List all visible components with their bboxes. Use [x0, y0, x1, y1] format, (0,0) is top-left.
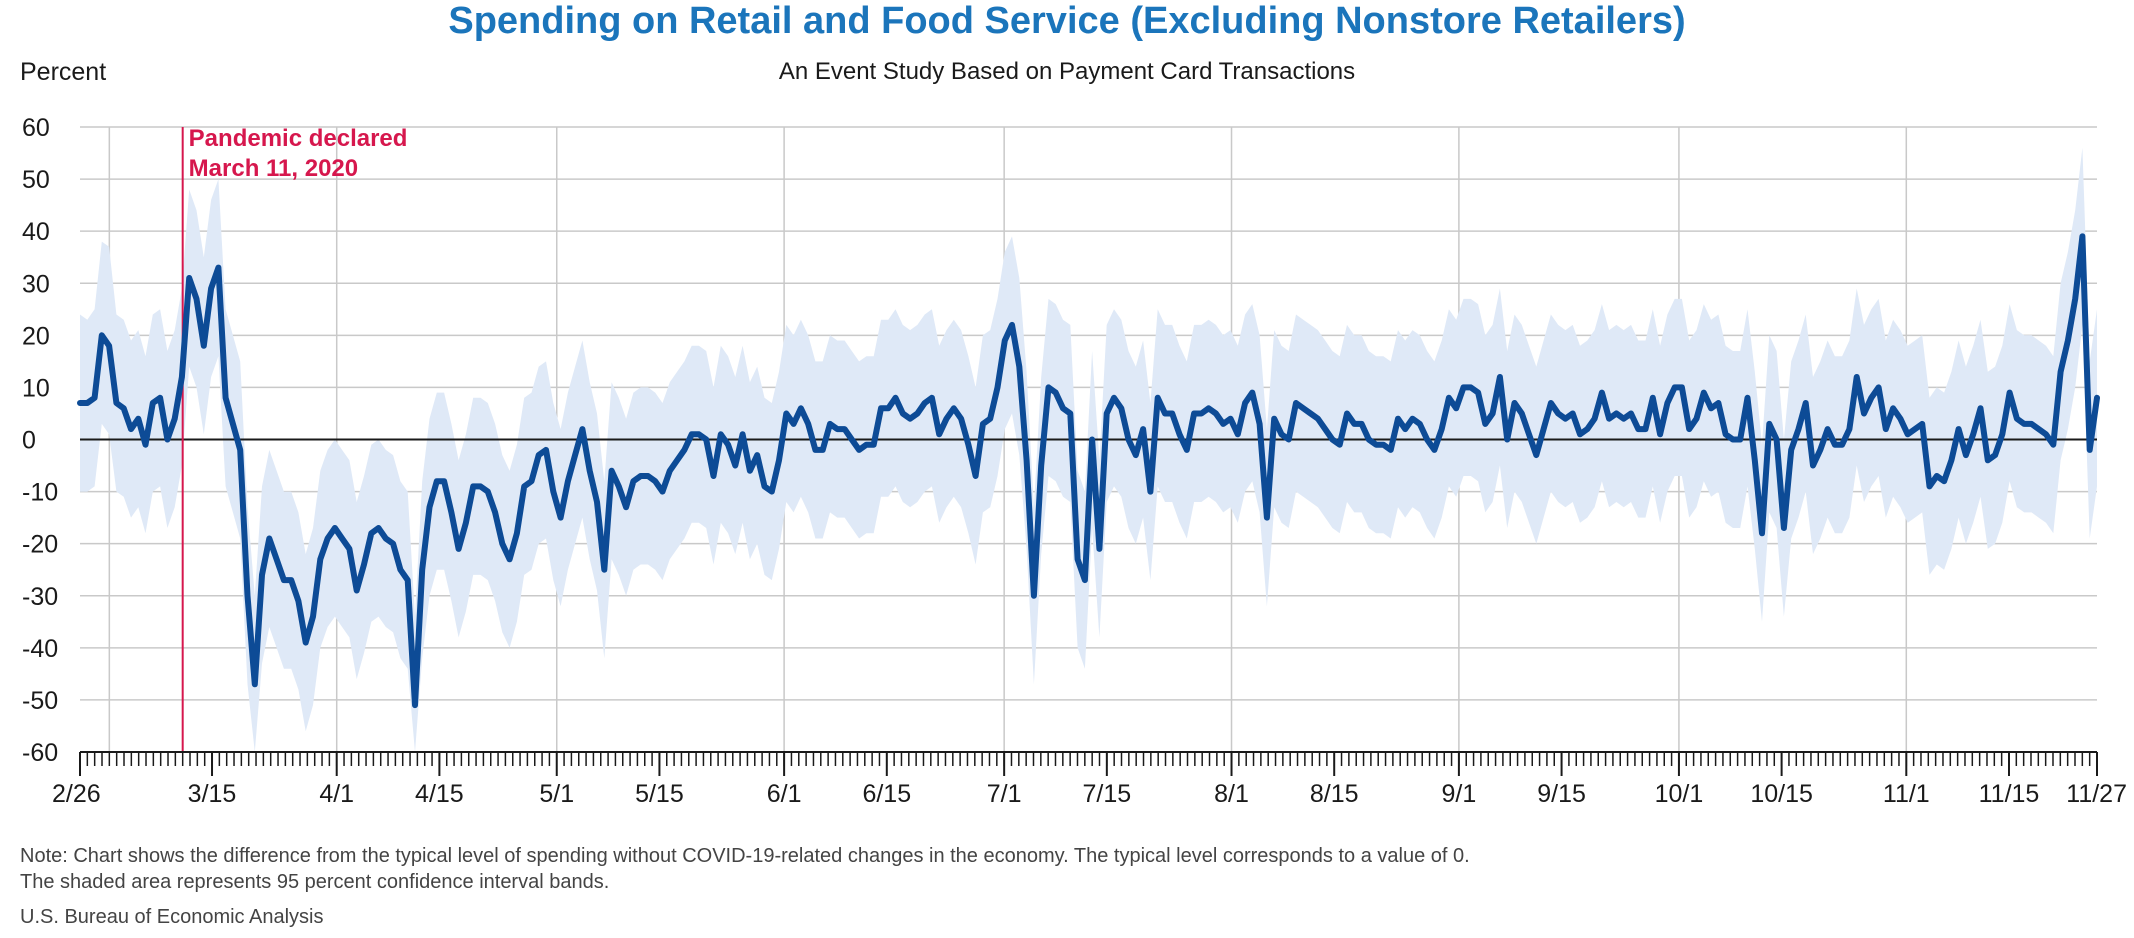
chart-subtitle: An Event Study Based on Payment Card Tra… [778, 58, 1356, 85]
y-axis-label: Percent [20, 58, 107, 86]
confidence-interval-band [80, 147, 2097, 753]
x-axis: 2/26 3/15 4/1 4/15 5/1 5/15 6/1 6/15 7/1 7/15 8/1 8… [52, 751, 2127, 808]
y-axis-ticks: 60 50 40 30 20 10 0 -10 -20 -30 -40 -50 -60 [22, 114, 58, 767]
x-tick-label: 2/26 [52, 780, 101, 808]
x-tick-label: 8/1 [1214, 780, 1249, 808]
x-tick-label: 4/1 [319, 780, 354, 808]
line-chart: 2/26 3/15 4/1 4/15 5/1 5/15 6/1 6/15 7/1 7/15 8/1 8… [22, 114, 2127, 808]
x-tick-label: 6/15 [862, 780, 911, 808]
y-tick-label: -40 [22, 635, 58, 663]
y-tick-label: 10 [22, 374, 50, 402]
x-tick-label: 7/15 [1083, 780, 1132, 808]
note-line-2: The shaded area represents 95 percent co… [20, 871, 610, 893]
y-tick-label: -30 [22, 583, 58, 611]
annotation-line-1: Pandemic declared [189, 125, 408, 152]
x-tick-label: 10/1 [1655, 780, 1704, 808]
y-tick-label: 40 [22, 218, 50, 246]
y-tick-label: -60 [22, 739, 58, 767]
x-tick-label: 9/15 [1537, 780, 1586, 808]
annotation-line-2: March 11, 2020 [189, 155, 358, 182]
x-tick-label: 3/15 [188, 780, 237, 808]
chart-note: Note: Chart shows the difference from th… [20, 843, 1470, 895]
x-tick-label: 7/1 [987, 780, 1022, 808]
y-tick-label: 60 [22, 114, 50, 142]
y-tick-label: 0 [22, 427, 36, 455]
source-credit: U.S. Bureau of Economic Analysis [20, 906, 324, 928]
x-tick-label: 10/15 [1750, 780, 1813, 808]
y-tick-label: -20 [22, 531, 58, 559]
x-tick-label: 5/15 [635, 780, 684, 808]
x-tick-label: 5/1 [539, 780, 574, 808]
chart-title: Spending on Retail and Food Service (Exc… [448, 0, 1686, 42]
y-tick-label: 30 [22, 270, 50, 298]
y-tick-label: 50 [22, 166, 50, 194]
y-tick-label: -50 [22, 687, 58, 715]
x-tick-label: 11/15 [1979, 780, 2040, 808]
x-tick-label: 4/15 [415, 780, 464, 808]
x-tick-label: 8/15 [1310, 780, 1359, 808]
y-tick-label: 20 [22, 322, 50, 350]
note-line-1: Note: Chart shows the difference from th… [20, 845, 1470, 867]
x-tick-label: 9/1 [1442, 780, 1477, 808]
x-tick-label: 11/1 [1883, 780, 1930, 808]
spending-series-line [77, 233, 2100, 709]
x-tick-label: 11/27 [2066, 780, 2127, 808]
y-tick-label: -10 [22, 479, 58, 507]
x-tick-label: 6/1 [767, 780, 802, 808]
